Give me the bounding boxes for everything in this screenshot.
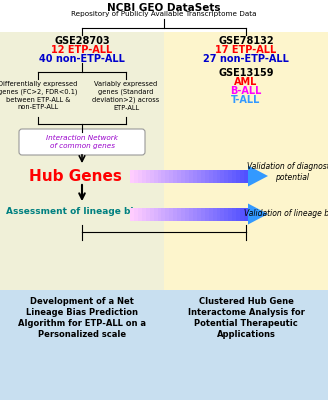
Bar	[240, 170, 245, 182]
Bar	[0, 0, 328, 32]
Bar	[134, 208, 138, 220]
Text: 40 non-ETP-ALL: 40 non-ETP-ALL	[39, 54, 125, 64]
Bar	[209, 170, 213, 182]
Text: 12 ETP-ALL: 12 ETP-ALL	[51, 45, 113, 55]
Bar	[146, 170, 150, 182]
Bar	[201, 208, 205, 220]
Text: GSE78132: GSE78132	[218, 36, 274, 46]
Bar	[165, 208, 170, 220]
Bar	[213, 208, 217, 220]
Bar	[185, 208, 190, 220]
Bar	[189, 208, 194, 220]
Text: Hub Genes: Hub Genes	[29, 169, 121, 184]
Bar	[169, 170, 174, 182]
Text: Development of a Net
Lineage Bias Prediction
Algorithm for ETP-ALL on a
Personal: Development of a Net Lineage Bias Predic…	[18, 297, 146, 339]
Text: Validation of lineage bias: Validation of lineage bias	[244, 210, 328, 218]
Text: Assessment of lineage bias: Assessment of lineage bias	[6, 207, 145, 216]
Bar	[240, 208, 245, 220]
Text: Variably expressed
genes (Standard
deviation>2) across
ETP-ALL: Variably expressed genes (Standard devia…	[92, 81, 160, 110]
Bar	[154, 208, 158, 220]
Bar	[138, 170, 142, 182]
Bar	[181, 170, 186, 182]
Bar	[197, 170, 201, 182]
Bar	[193, 208, 197, 220]
Text: AML: AML	[234, 77, 258, 87]
Text: Repository of Publicly Available Transcriptome Data: Repository of Publicly Available Transcr…	[71, 11, 257, 17]
Text: NCBI GEO DataSets: NCBI GEO DataSets	[107, 3, 221, 13]
Bar	[181, 208, 186, 220]
Bar	[244, 170, 249, 182]
Bar	[169, 208, 174, 220]
Bar	[205, 208, 209, 220]
Bar	[161, 208, 166, 220]
Polygon shape	[248, 166, 268, 186]
Bar	[146, 208, 150, 220]
Bar	[157, 170, 162, 182]
Bar	[197, 208, 201, 220]
Bar	[236, 208, 241, 220]
Bar	[185, 170, 190, 182]
Bar	[193, 170, 197, 182]
Bar	[220, 170, 225, 182]
Bar	[134, 170, 138, 182]
Bar	[244, 208, 249, 220]
Bar	[213, 170, 217, 182]
Polygon shape	[248, 204, 268, 224]
Text: GSE28703: GSE28703	[54, 36, 110, 46]
Bar	[130, 208, 134, 220]
Bar	[220, 208, 225, 220]
Bar	[150, 208, 154, 220]
Bar	[173, 170, 178, 182]
Bar	[173, 208, 178, 220]
Bar	[177, 170, 182, 182]
Bar	[224, 170, 229, 182]
Bar	[142, 208, 146, 220]
Bar	[177, 208, 182, 220]
Text: B-ALL: B-ALL	[230, 86, 262, 96]
Text: GSE13159: GSE13159	[218, 68, 274, 78]
Bar	[150, 170, 154, 182]
Bar	[157, 208, 162, 220]
Bar	[216, 208, 221, 220]
Bar	[189, 170, 194, 182]
Bar	[209, 208, 213, 220]
Bar	[228, 170, 233, 182]
Bar	[232, 208, 237, 220]
Text: Interaction Network
of common genes: Interaction Network of common genes	[46, 135, 118, 149]
Bar	[232, 170, 237, 182]
Bar	[130, 170, 134, 182]
Bar	[228, 208, 233, 220]
Bar	[205, 170, 209, 182]
Bar	[138, 208, 142, 220]
Bar	[236, 170, 241, 182]
Text: Clustered Hub Gene
Interactome Analysis for
Potential Therapeutic
Applications: Clustered Hub Gene Interactome Analysis …	[188, 297, 304, 339]
Text: T-ALL: T-ALL	[231, 95, 261, 105]
Bar	[161, 170, 166, 182]
Text: Validation of diagnostic
potential: Validation of diagnostic potential	[247, 162, 328, 182]
FancyBboxPatch shape	[19, 129, 145, 155]
Bar	[224, 208, 229, 220]
Text: Differentially expressed
genes (FC>2, FDR<0.1)
between ETP-ALL &
non-ETP-ALL: Differentially expressed genes (FC>2, FD…	[0, 81, 78, 110]
Bar	[201, 170, 205, 182]
Text: 17 ETP-ALL: 17 ETP-ALL	[215, 45, 277, 55]
Bar	[0, 32, 164, 290]
Bar	[0, 290, 328, 400]
Bar	[142, 170, 146, 182]
Text: 27 non-ETP-ALL: 27 non-ETP-ALL	[203, 54, 289, 64]
Bar	[165, 170, 170, 182]
Bar	[164, 32, 328, 290]
Bar	[154, 170, 158, 182]
Bar	[216, 170, 221, 182]
